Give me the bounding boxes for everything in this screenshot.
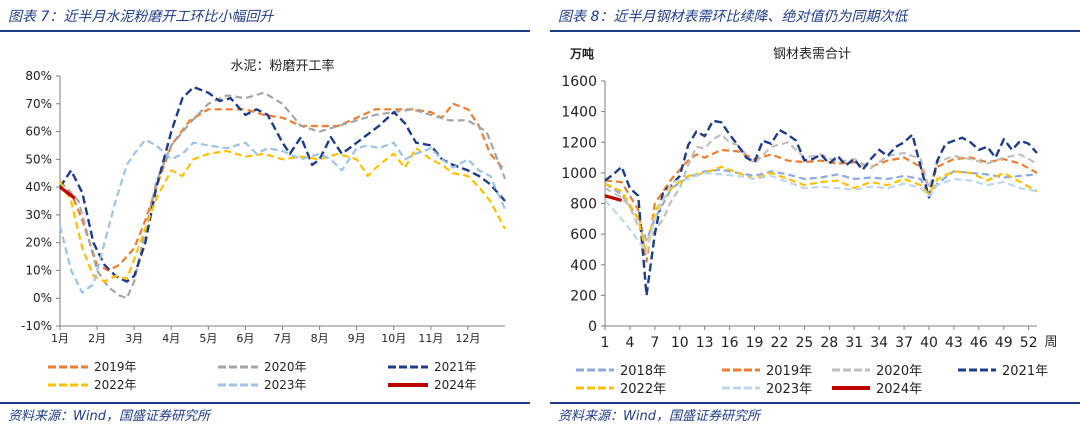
y-tick-label: 40% — [25, 180, 52, 194]
legend-label: 2018年 — [620, 364, 666, 379]
y-tick-label: 800 — [570, 197, 597, 213]
left-source: 资料来源：Wind，国盛证券研究所 — [8, 409, 210, 424]
legend-label: 2019年 — [766, 364, 812, 379]
chart-title: 水泥：粉磨开工率 — [230, 58, 334, 74]
x-tick-label: 10 — [671, 335, 689, 351]
y-tick-label: 60% — [25, 125, 52, 139]
y-tick-label: 400 — [570, 258, 597, 274]
x-tick-label: 49 — [995, 335, 1013, 351]
x-tick-label: 10月 — [381, 332, 406, 345]
x-tick-label: 12月 — [455, 332, 480, 345]
x-tick-label: 31 — [845, 335, 863, 351]
series-line-2024年 — [59, 185, 76, 200]
right-panel: 图表 8：近半月钢材表需环比续降、绝对值仍为同期次低 钢材表需合计 万吨 0 200 4… — [550, 0, 1080, 428]
x-tick-label: 3月 — [125, 332, 143, 345]
y-tick-label: 200 — [570, 288, 597, 304]
series-line-2022年 — [59, 147, 506, 283]
series-line-2020年 — [604, 133, 1038, 242]
x-axis-unit: 周 — [1044, 335, 1057, 350]
series-line-2021年 — [59, 85, 506, 283]
cement-chart: 水泥：粉磨开工率 -10% 0% 10% 20% 30% 40% 50% 60% 70% 80% 1月… — [21, 58, 507, 392]
series-line-2023年 — [604, 171, 1038, 254]
left-panel: 图表 7：近半月水泥粉磨开工环比小幅回升 水泥：粉磨开工率 -10% 0% 10% 20… — [0, 0, 530, 428]
legend-label: 2022年 — [620, 382, 666, 397]
series-line-2019年 — [604, 148, 1038, 263]
right-bottom-rule — [550, 402, 1080, 404]
x-tick-label: 9月 — [348, 332, 366, 345]
y-axis-unit: 万吨 — [569, 46, 594, 61]
x-tick-label: 37 — [895, 335, 913, 351]
y-tick-label: 0% — [33, 291, 52, 305]
right-panel-title: 图表 8：近半月钢材表需环比续降、绝对值仍为同期次低 — [558, 9, 908, 25]
series-line-2021年 — [604, 119, 1038, 297]
steel-chart: 钢材表需合计 万吨 0 200 400 600 800 1000 1200 1400 1600 1 4 7… — [561, 46, 1057, 397]
y-tick-label: 20% — [25, 236, 52, 250]
y-tick-label: 600 — [570, 227, 597, 243]
y-tick-label: 30% — [25, 208, 52, 222]
right-top-rule — [550, 30, 1080, 32]
y-tick-label: 1600 — [561, 74, 597, 90]
chart-title: 钢材表需合计 — [773, 47, 851, 62]
left-bottom-rule — [0, 402, 530, 404]
y-tick-label: 10% — [25, 263, 52, 277]
x-tick-label: 52 — [1020, 335, 1038, 351]
x-tick-label: 6月 — [236, 332, 254, 345]
x-tick-label: 16 — [721, 335, 739, 351]
x-tick-label: 2月 — [88, 332, 106, 345]
series-line-2020年 — [59, 91, 507, 300]
x-tick-label: 4月 — [162, 332, 180, 345]
series-line-2024年 — [604, 194, 623, 202]
y-tick-label: 80% — [25, 69, 52, 83]
x-tick-label: 13 — [696, 335, 714, 351]
x-tick-label: 34 — [870, 335, 888, 351]
series-line-2023年 — [58, 138, 507, 294]
y-tick-label: 0 — [588, 319, 597, 335]
legend-label: 2020年 — [264, 360, 307, 374]
y-tick-label: 1000 — [561, 166, 597, 182]
x-tick-label: 46 — [970, 335, 988, 351]
x-tick-label: 19 — [746, 335, 764, 351]
legend-label: 2023年 — [766, 382, 812, 397]
x-tick-label: 8月 — [311, 332, 329, 345]
x-tick-label: 28 — [820, 335, 838, 351]
x-tick-label: 1月 — [51, 332, 69, 345]
legend-label: 2024年 — [434, 378, 477, 392]
x-tick-label: 7月 — [274, 332, 292, 345]
y-tick-label: 70% — [25, 97, 52, 111]
x-tick-label: 5月 — [199, 332, 217, 345]
legend-label: 2022年 — [94, 378, 137, 392]
y-tick-label: -10% — [21, 319, 52, 333]
x-tick-label: 43 — [945, 335, 963, 351]
left-panel-title: 图表 7：近半月水泥粉磨开工环比小幅回升 — [8, 9, 274, 25]
x-tick-label: 11月 — [418, 332, 443, 345]
x-tick-label: 25 — [795, 335, 813, 351]
legend-label: 2019年 — [94, 360, 137, 374]
legend-label: 2021年 — [434, 360, 477, 374]
y-tick-label: 50% — [25, 152, 52, 166]
legend-label: 2024年 — [876, 382, 922, 397]
y-tick-label: 1400 — [561, 105, 597, 121]
legend-label: 2021年 — [1002, 364, 1048, 379]
x-tick-label: 1 — [601, 335, 610, 351]
series-line-2018年 — [604, 168, 1038, 242]
y-tick-label: 1200 — [561, 135, 597, 151]
legend-label: 2020年 — [876, 364, 922, 379]
legend-label: 2023年 — [264, 378, 307, 392]
series-line-2019年 — [59, 102, 506, 272]
x-tick-label: 7 — [650, 335, 659, 351]
x-tick-label: 4 — [625, 335, 634, 351]
x-tick-label: 22 — [771, 335, 789, 351]
right-source: 资料来源：Wind，国盛证券研究所 — [558, 409, 760, 424]
x-tick-label: 40 — [920, 335, 938, 351]
left-top-rule — [0, 30, 530, 32]
